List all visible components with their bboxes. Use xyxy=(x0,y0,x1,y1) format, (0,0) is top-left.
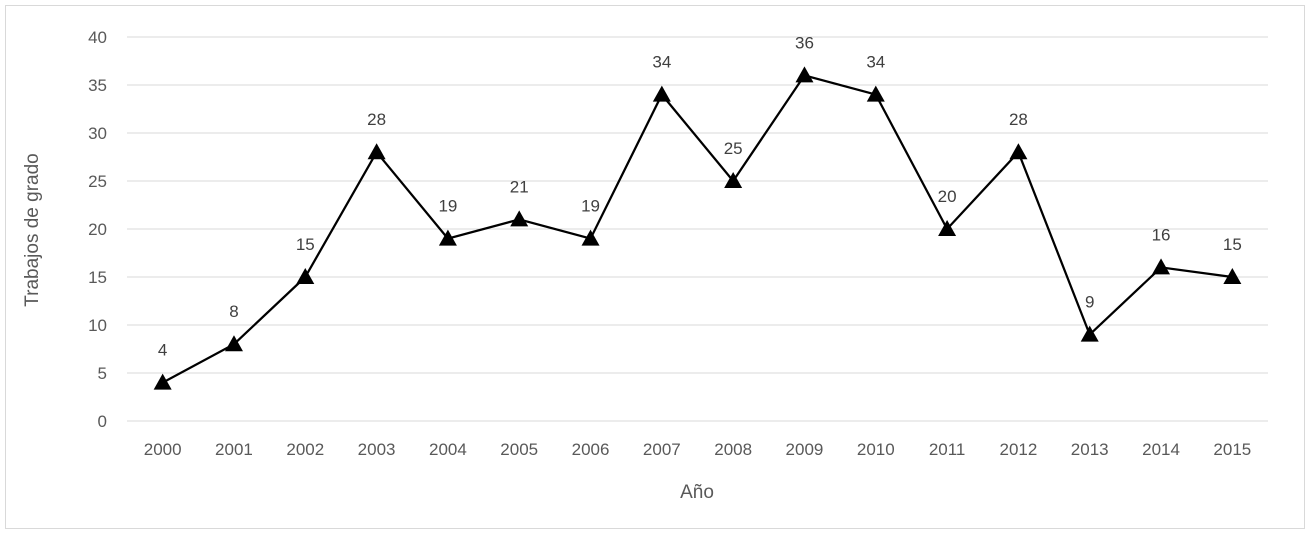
x-tick-label: 2000 xyxy=(144,440,182,459)
x-tick-label: 2002 xyxy=(286,440,324,459)
data-label: 28 xyxy=(367,110,386,129)
x-tick-label: 2006 xyxy=(572,440,610,459)
data-point-marker xyxy=(1080,325,1099,342)
x-axis-title: Año xyxy=(680,482,714,503)
y-tick-label: 20 xyxy=(88,220,107,239)
data-label: 9 xyxy=(1085,293,1094,312)
x-tick-label: 2001 xyxy=(215,440,253,459)
data-point-marker xyxy=(153,373,172,390)
data-label: 19 xyxy=(581,197,600,216)
y-axis-ticks: 0 5 10 15 20 25 30 35 40 xyxy=(88,28,107,431)
x-tick-label: 2005 xyxy=(500,440,538,459)
data-label: 4 xyxy=(158,341,167,360)
data-point-marker xyxy=(795,66,814,83)
x-tick-label: 2012 xyxy=(999,440,1037,459)
data-point-marker xyxy=(1152,258,1171,275)
data-label: 21 xyxy=(510,177,529,196)
x-tick-label: 2004 xyxy=(429,440,467,459)
data-label: 15 xyxy=(296,235,315,254)
data-labels: 4 8 15 28 19 21 19 34 25 36 34 20 28 9 16 15 xyxy=(158,33,1242,359)
y-axis-title: Trabajos de grado xyxy=(22,153,43,307)
y-tick-label: 30 xyxy=(88,124,107,143)
x-tick-label: 2010 xyxy=(857,440,895,459)
gridlines xyxy=(127,36,1268,422)
y-tick-label: 5 xyxy=(98,364,107,383)
data-label: 20 xyxy=(938,187,957,206)
x-tick-label: 2014 xyxy=(1142,440,1180,459)
data-point-marker xyxy=(1009,143,1028,160)
data-point-marker xyxy=(367,143,386,160)
data-point-marker xyxy=(938,220,957,236)
x-tick-label: 2013 xyxy=(1071,440,1109,459)
y-tick-label: 40 xyxy=(88,28,107,47)
x-tick-label: 2003 xyxy=(358,440,396,459)
series-markers xyxy=(153,66,1242,390)
data-label: 19 xyxy=(438,197,457,216)
data-label: 34 xyxy=(866,53,885,72)
x-tick-label: 2011 xyxy=(929,440,966,459)
data-point-marker xyxy=(224,335,243,352)
series-line-path xyxy=(162,74,1233,384)
data-point-marker xyxy=(296,268,315,284)
data-label: 16 xyxy=(1152,225,1171,244)
y-tick-label: 25 xyxy=(88,172,107,191)
data-label: 28 xyxy=(1009,110,1028,129)
data-point-marker xyxy=(1223,268,1242,284)
y-tick-label: 15 xyxy=(88,268,107,287)
data-point-marker xyxy=(866,85,885,102)
data-label: 36 xyxy=(795,33,814,52)
x-tick-label: 2009 xyxy=(786,440,824,459)
data-label: 15 xyxy=(1223,235,1242,254)
data-label: 34 xyxy=(652,53,671,72)
x-tick-label: 2007 xyxy=(643,440,681,459)
x-tick-label: 2015 xyxy=(1213,440,1251,459)
y-tick-label: 35 xyxy=(88,76,107,95)
data-point-marker xyxy=(724,172,743,188)
x-tick-label: 2008 xyxy=(714,440,752,459)
y-tick-label: 0 xyxy=(98,412,107,431)
data-point-marker xyxy=(510,210,529,227)
data-point-marker xyxy=(581,229,600,246)
data-point-marker xyxy=(652,85,671,102)
y-tick-label: 10 xyxy=(88,316,107,335)
chart-frame xyxy=(5,5,1305,529)
x-axis-ticks: 2000 2001 2002 2003 2004 2005 2006 2007 2008 2009… xyxy=(144,440,1252,459)
data-label: 25 xyxy=(724,139,743,158)
series-line xyxy=(162,74,1233,384)
data-label: 8 xyxy=(229,302,238,321)
data-point-marker xyxy=(438,229,457,246)
